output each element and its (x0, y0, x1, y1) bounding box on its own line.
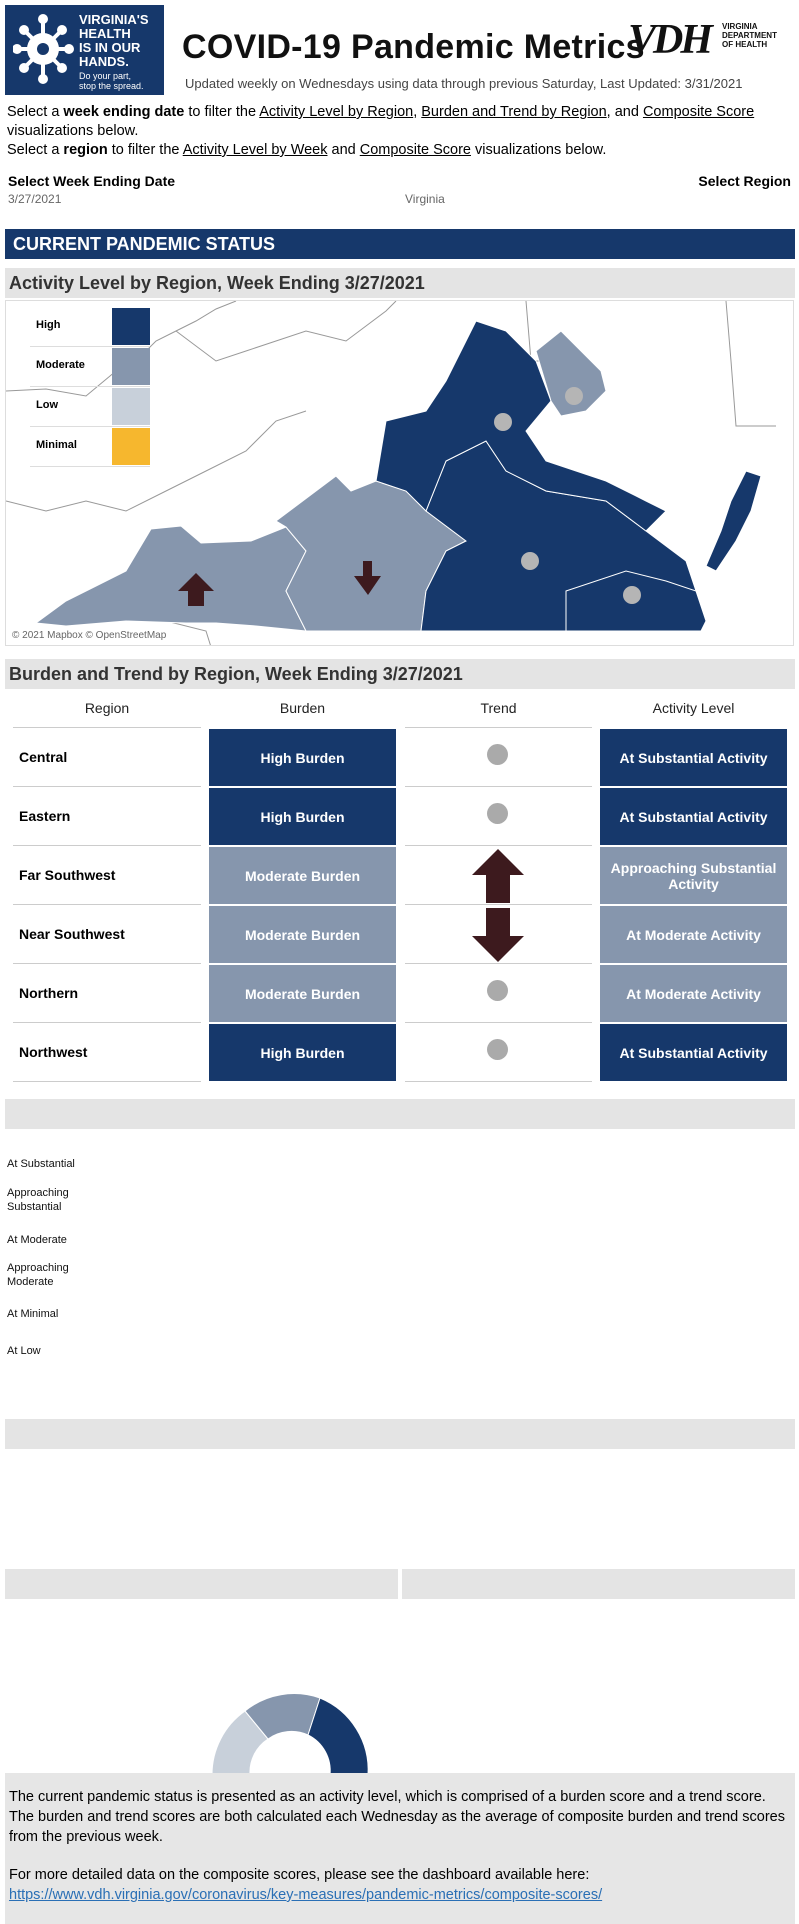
legend-moderate: Moderate (30, 347, 150, 387)
trend-flat-icon[interactable] (487, 744, 508, 765)
week-filter-select[interactable]: 3/27/2021 (8, 192, 62, 206)
link-activity-by-region[interactable]: Activity Level by Region (259, 104, 414, 120)
row-region-label: Far Southwest (19, 867, 116, 883)
map-region-eastern-shore[interactable] (705, 470, 762, 572)
burden-cell[interactable]: High Burden (209, 788, 396, 845)
trend-flat-icon[interactable] (487, 980, 508, 1001)
activity-axis-label: At Moderate (7, 1234, 67, 1246)
legend-swatch (112, 348, 150, 385)
link-composite-score[interactable]: Composite Score (642, 104, 755, 120)
activity-by-week-title-bar (5, 1099, 795, 1129)
legend-high: High (30, 307, 150, 347)
col-header-activity: Activity Level (652, 700, 735, 716)
intro-instructions: Select a week ending date to filter the … (7, 104, 755, 158)
burden-cell[interactable]: Moderate Burden (209, 965, 396, 1022)
map-region-northwest[interactable] (375, 320, 667, 532)
logo-headline: VIRGINIA'S HEALTH IS IN OUR HANDS. (79, 12, 149, 69)
trend-down-arrow-icon[interactable] (472, 908, 524, 962)
legend-swatch (112, 428, 150, 465)
burden-score-panel-bar (5, 1569, 398, 1599)
vdh-logo-subtitle: VIRGINIA DEPARTMENT OF HEALTH (722, 22, 777, 49)
up-arrow-icon (178, 573, 214, 606)
burden-section-title: Burden and Trend by Region, Week Ending … (5, 659, 795, 689)
map-region-northern[interactable] (535, 330, 607, 417)
link-burden-trend[interactable]: Burden and Trend by Region (421, 104, 607, 120)
virginia-health-logo: VIRGINIA'S HEALTH IS IN OUR HANDS. Do your … (5, 5, 164, 95)
row-region-label: Eastern (19, 808, 71, 824)
row-region-label: Northern (19, 985, 79, 1001)
last-updated-text: Updated weekly on Wednesdays using data … (185, 76, 743, 91)
burden-cell[interactable]: Moderate Burden (209, 906, 396, 963)
legend-low: Low (30, 387, 150, 427)
footer-more-info: For more detailed data on the composite … (9, 1867, 590, 1883)
activity-axis-label: Approaching Substantial (7, 1187, 69, 1213)
col-header-trend: Trend (480, 700, 517, 716)
trend-score-panel-bar (402, 1569, 795, 1599)
trend-dot-northwest (494, 413, 512, 431)
region-filter-select[interactable]: Virginia (405, 192, 445, 206)
vdh-logo: VDH (628, 17, 713, 63)
activity-axis-label: Approaching Moderate (7, 1262, 69, 1288)
map-region-far-southwest[interactable] (34, 525, 307, 632)
logo-tagline: Do your part, stop the spread. (79, 71, 144, 91)
activity-level-cell[interactable]: At Moderate Activity (600, 965, 787, 1022)
activity-axis-label: At Minimal (7, 1308, 59, 1320)
current-status-header: CURRENT PANDEMIC STATUS (5, 229, 795, 259)
composite-score-title-bar (5, 1419, 795, 1449)
col-header-region: Region (84, 700, 130, 716)
legend-swatch (112, 388, 150, 425)
legend-swatch (112, 308, 150, 345)
activity-level-cell[interactable]: At Substantial Activity (600, 788, 787, 845)
activity-axis-label: At Low (7, 1345, 41, 1357)
page-title: COVID-19 Pandemic Metrics (182, 28, 645, 66)
virus-icon (13, 14, 74, 84)
trend-flat-icon[interactable] (487, 1039, 508, 1060)
map-credit[interactable]: © 2021 Mapbox © OpenStreetMap (12, 630, 167, 641)
map-section-title: Activity Level by Region, Week Ending 3/… (5, 268, 795, 298)
trend-flat-icon[interactable] (487, 803, 508, 824)
row-region-label: Northwest (19, 1044, 88, 1060)
footer-description: The current pandemic status is presented… (9, 1789, 785, 1845)
activity-level-cell[interactable]: At Substantial Activity (600, 729, 787, 786)
down-arrow-icon (354, 561, 381, 595)
activity-level-cell[interactable]: Approaching Substantial Activity (600, 847, 787, 904)
virginia-region-map[interactable] (6, 301, 794, 646)
activity-axis-label: At Substantial (7, 1158, 75, 1170)
trend-dot-eastern (623, 586, 641, 604)
composite-scores-link[interactable]: https://www.vdh.virginia.gov/coronavirus… (9, 1887, 603, 1903)
activity-level-cell[interactable]: At Moderate Activity (600, 906, 787, 963)
row-region-label: Near Southwest (19, 926, 125, 942)
burden-score-gauge[interactable] (200, 1683, 380, 1778)
region-filter-label: Select Region (698, 173, 791, 189)
week-filter-label: Select Week Ending Date (8, 173, 176, 189)
burden-cell[interactable]: High Burden (209, 1024, 396, 1081)
trend-up-arrow-icon[interactable] (472, 849, 524, 903)
row-region-label: Central (19, 749, 68, 765)
activity-map[interactable]: High Moderate Low Minimal © 2021 Mapbox … (5, 300, 794, 646)
col-header-burden: Burden (279, 700, 326, 716)
trend-dot-central (521, 552, 539, 570)
trend-dot-northern (565, 387, 583, 405)
burden-cell[interactable]: High Burden (209, 729, 396, 786)
map-legend: High Moderate Low Minimal (30, 307, 150, 467)
link-activity-by-week[interactable]: Activity Level by Week (182, 142, 328, 158)
burden-cell[interactable]: Moderate Burden (209, 847, 396, 904)
legend-minimal: Minimal (30, 427, 150, 467)
footer-notes: The current pandemic status is presented… (5, 1773, 795, 1924)
link-composite-score-2[interactable]: Composite Score (359, 142, 471, 158)
activity-level-cell[interactable]: At Substantial Activity (600, 1024, 787, 1081)
